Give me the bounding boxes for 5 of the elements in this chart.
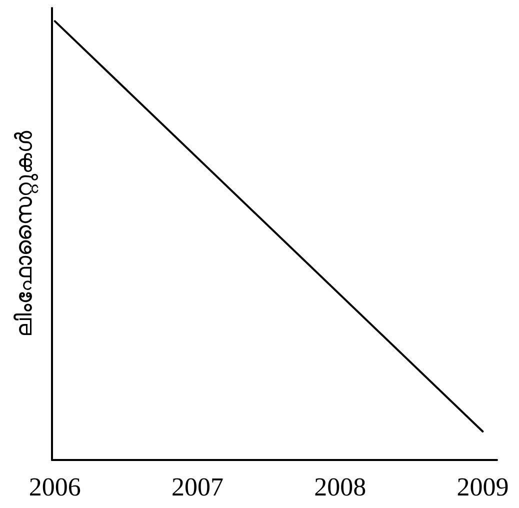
x-tick-label: 2008 (314, 472, 366, 502)
x-tick-label: 2007 (171, 472, 224, 502)
x-tick-label: 2009 (456, 472, 509, 502)
y-axis-title: ലിംഫോസൈറ്റുകൾ (12, 130, 38, 337)
x-tick-label: 2006 (28, 472, 81, 502)
